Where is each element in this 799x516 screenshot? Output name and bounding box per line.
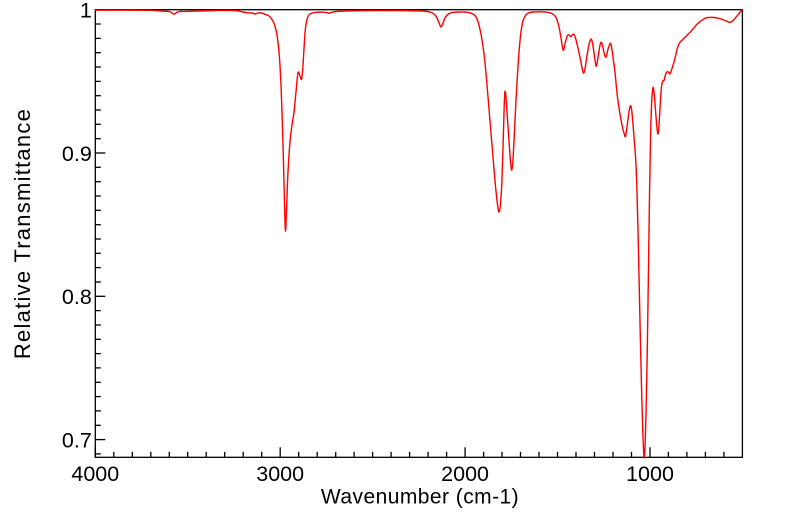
- svg-text:3000: 3000: [256, 462, 304, 486]
- svg-text:Relative Transmittance: Relative Transmittance: [10, 108, 35, 359]
- svg-text:1: 1: [80, 0, 92, 23]
- svg-text:0.8: 0.8: [62, 285, 92, 309]
- svg-text:0.9: 0.9: [62, 142, 92, 166]
- svg-text:1000: 1000: [626, 462, 674, 486]
- svg-text:Wavenumber (cm-1): Wavenumber (cm-1): [321, 486, 519, 509]
- svg-text:0.7: 0.7: [62, 428, 92, 452]
- svg-text:2000: 2000: [441, 462, 489, 486]
- svg-text:4000: 4000: [71, 462, 119, 486]
